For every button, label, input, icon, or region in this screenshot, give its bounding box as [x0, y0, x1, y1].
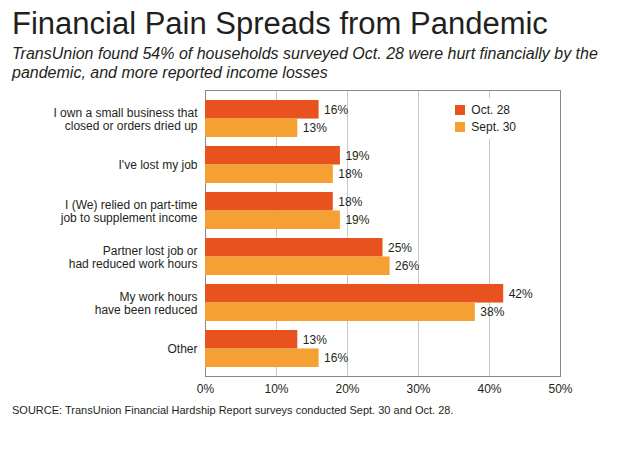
svg-text:My work hourshave been reduced: My work hourshave been reduced — [95, 290, 198, 318]
html-text:TransUnion found 54% of househ: TransUnion found 54% of households surve… — [12, 45, 598, 81]
svg-text:20%: 20% — [335, 382, 359, 396]
svg-text:19%: 19% — [345, 149, 369, 163]
svg-text:18%: 18% — [338, 195, 362, 209]
svg-text:18%: 18% — [338, 167, 362, 181]
svg-text:40%: 40% — [477, 382, 501, 396]
svg-text:42%: 42% — [509, 287, 533, 301]
svg-text:13%: 13% — [303, 121, 327, 135]
svg-text:0%: 0% — [197, 382, 215, 396]
svg-text:10%: 10% — [264, 382, 288, 396]
svg-text:I own a small business thatclo: I own a small business thatclosed or ord… — [53, 106, 198, 134]
svg-text:25%: 25% — [388, 241, 412, 255]
svg-text:I've lost my job: I've lost my job — [119, 158, 198, 172]
html-text:Sept. 30: Sept. 30 — [471, 120, 516, 134]
html-text:SOURCE: TransUnion Financial H: SOURCE: TransUnion Financial Hardship Re… — [12, 404, 454, 416]
svg-text:I (We) relied on part-timejob: I (We) relied on part-timejob to supplem… — [60, 198, 198, 226]
html-text:Financial Pain Spreads from Pa: Financial Pain Spreads from Pandemic — [12, 6, 548, 41]
svg-text:Partner lost job orhad reduced: Partner lost job orhad reduced work hour… — [69, 244, 198, 272]
svg-text:16%: 16% — [324, 103, 348, 117]
svg-text:38%: 38% — [480, 305, 504, 319]
svg-text:13%: 13% — [303, 333, 327, 347]
html-text:Oct. 28: Oct. 28 — [471, 103, 510, 117]
svg-text:Other: Other — [167, 342, 197, 356]
svg-text:50%: 50% — [548, 382, 572, 396]
svg-text:26%: 26% — [395, 259, 419, 273]
svg-text:19%: 19% — [345, 213, 369, 227]
svg-text:30%: 30% — [406, 382, 430, 396]
svg-text:16%: 16% — [324, 351, 348, 365]
